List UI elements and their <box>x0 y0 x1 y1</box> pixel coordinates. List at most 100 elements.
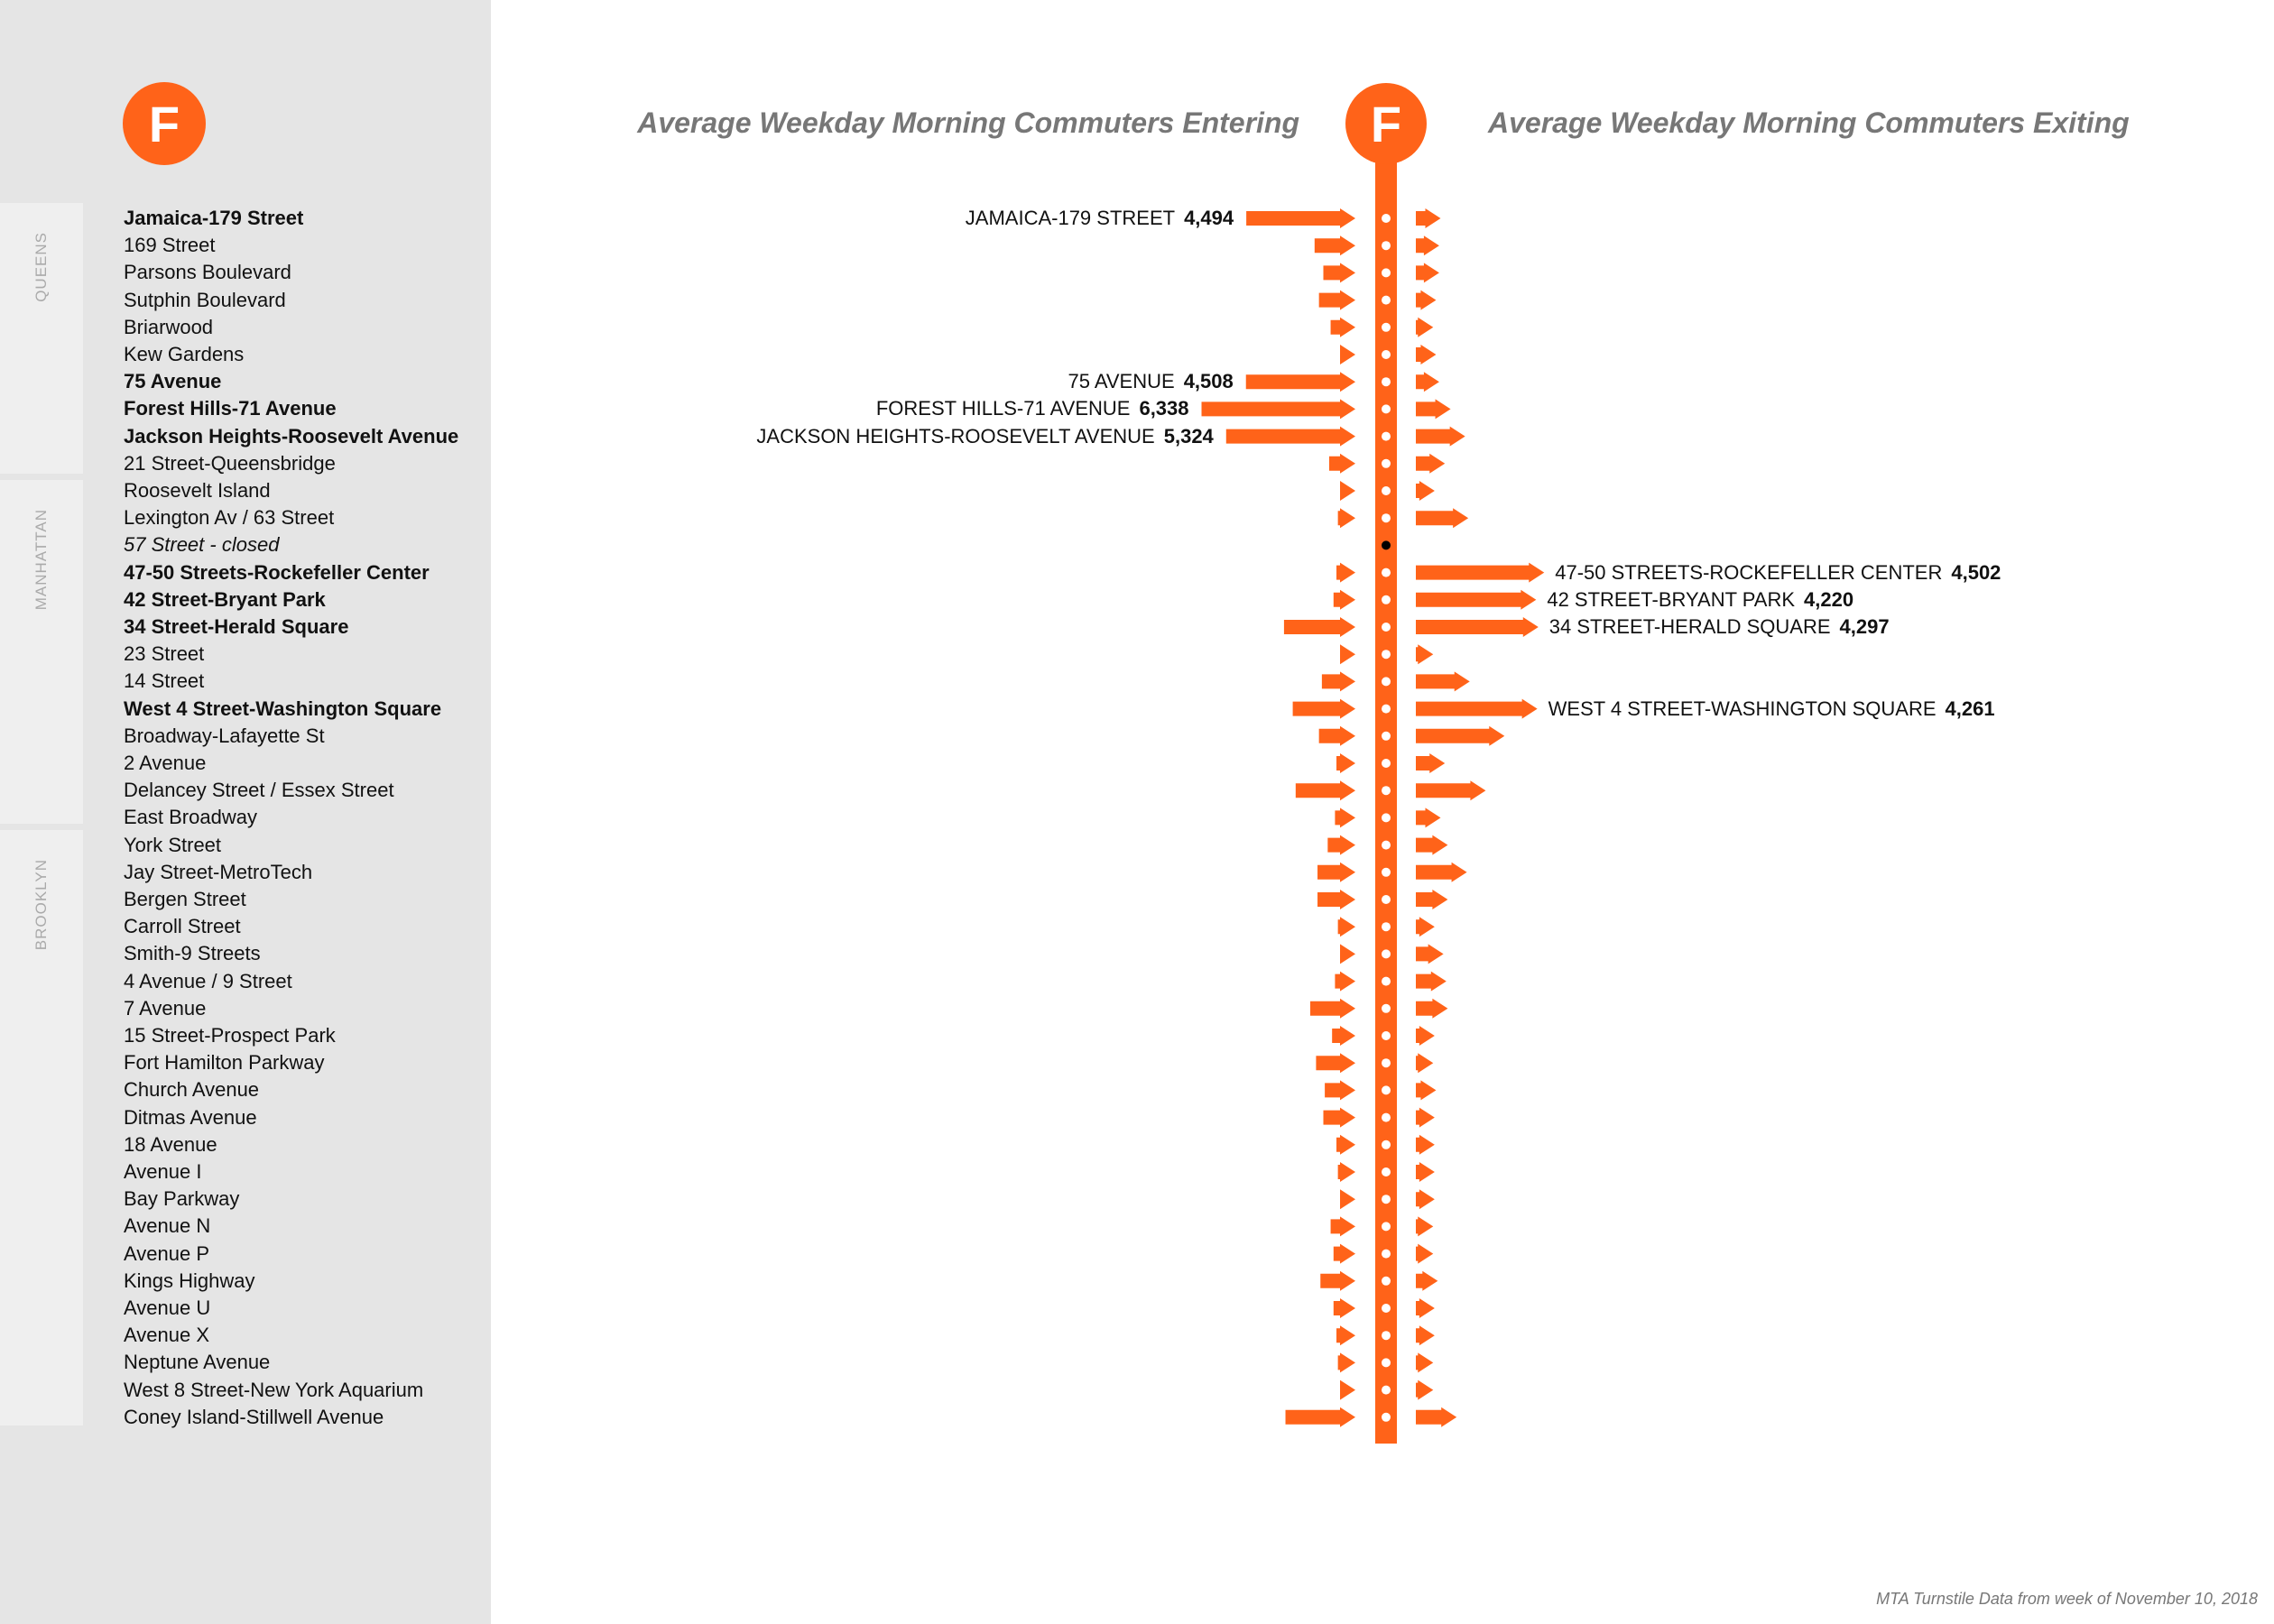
exiting-arrow <box>1416 1298 1435 1318</box>
station-dot <box>1382 1222 1391 1232</box>
exiting-title: Average Weekday Morning Commuters Exitin… <box>1488 106 2130 139</box>
entering-arrow <box>1330 1216 1355 1237</box>
entering-arrow <box>1323 263 1355 283</box>
exiting-arrow <box>1416 753 1446 773</box>
entering-arrow <box>1336 562 1355 583</box>
station-dot <box>1382 1412 1391 1422</box>
entering-arrow <box>1335 971 1355 992</box>
entering-arrow <box>1285 1407 1355 1427</box>
entering-arrow <box>1318 725 1355 746</box>
entering-arrow <box>1337 1162 1355 1182</box>
station-dot <box>1382 241 1391 251</box>
station-name: Carroll Street <box>124 915 241 938</box>
exiting-arrow <box>1416 835 1448 855</box>
exiting-arrow <box>1416 208 1441 228</box>
station-name: York Street <box>124 833 222 856</box>
route-bullet-center-icon: F <box>1345 83 1427 164</box>
callout-value: 4,220 <box>1804 587 1854 611</box>
entering-arrow <box>1246 208 1355 228</box>
callout-value: 4,494 <box>1184 207 1234 229</box>
entering-arrow <box>1340 944 1355 964</box>
station-name: Avenue X <box>124 1324 210 1347</box>
exiting-arrow <box>1416 617 1539 637</box>
station-dot <box>1382 322 1391 332</box>
station-name: 15 Street-Prospect Park <box>124 1024 336 1047</box>
entering-arrow <box>1337 917 1355 937</box>
exiting-arrow <box>1416 1243 1434 1264</box>
borough-tab-brooklyn: BROOKLYN <box>0 830 83 1426</box>
station-list-panel: QUEENS MANHATTAN BROOKLYN F Jamaica-179 … <box>0 0 491 1624</box>
entering-arrow <box>1245 372 1355 392</box>
station-name: 4 Avenue / 9 Street <box>124 969 292 992</box>
station-dot <box>1382 895 1391 904</box>
exiting-arrow <box>1416 1134 1435 1155</box>
station-dot <box>1382 404 1391 414</box>
station-dot <box>1382 567 1391 577</box>
station-name: 18 Avenue <box>124 1132 217 1156</box>
station-dot <box>1382 867 1391 877</box>
exiting-arrow <box>1416 426 1465 447</box>
borough-tab-manhattan: MANHATTAN <box>0 480 83 824</box>
entering-arrow <box>1333 589 1355 610</box>
station-name: Bay Parkway <box>124 1187 240 1211</box>
station-dot <box>1382 1276 1391 1286</box>
entering-arrow <box>1336 1325 1355 1346</box>
exiting-arrow <box>1416 1407 1457 1427</box>
station-dot <box>1382 1112 1391 1122</box>
exiting-arrow <box>1416 508 1469 529</box>
exiting-arrow <box>1416 1026 1435 1046</box>
station-dot <box>1382 1331 1391 1341</box>
station-name: Delancey Street / Essex Street <box>124 779 394 802</box>
entering-arrow <box>1309 998 1355 1019</box>
entering-arrow <box>1337 508 1355 529</box>
station-name: 21 Street-Queensbridge <box>124 451 336 475</box>
entering-arrow <box>1325 1080 1355 1101</box>
callout-station: 47-50 STREETS-ROCKEFELLER CENTER <box>1555 560 1943 584</box>
station-dot <box>1382 295 1391 305</box>
station-name: Church Avenue <box>124 1078 260 1102</box>
station-dot <box>1382 595 1391 604</box>
entering-arrow <box>1320 1270 1355 1291</box>
station-name: Broadway-Lafayette St <box>124 724 325 747</box>
station-dot <box>1382 1385 1391 1395</box>
entering-arrow <box>1295 780 1355 801</box>
exiting-arrow <box>1416 1352 1434 1373</box>
station-dot <box>1382 677 1391 687</box>
station-dot <box>1382 731 1391 741</box>
exiting-callout: WEST 4 STREET-WASHINGTON SQUARE 4,261 <box>1548 696 1995 723</box>
station-dot <box>1382 377 1391 387</box>
station-dot <box>1382 268 1391 278</box>
station-name: 23 Street <box>124 642 205 666</box>
station-name: 42 Street-Bryant Park <box>124 587 326 611</box>
callout-value: 4,261 <box>1945 697 1995 720</box>
entering-arrow <box>1340 345 1355 364</box>
exiting-arrow <box>1416 1107 1435 1128</box>
callout-value: 6,338 <box>1139 397 1189 420</box>
exiting-callout: 42 STREET-BRYANT PARK 4,220 <box>1547 586 1853 614</box>
station-name: 7 Avenue <box>124 996 207 1020</box>
station-dot <box>1382 786 1391 796</box>
station-name: Parsons Boulevard <box>124 261 291 284</box>
station-name: Coney Island-Stillwell Avenue <box>124 1405 384 1428</box>
station-name: 57 Street - closed <box>124 533 280 557</box>
callout-value: 4,297 <box>1839 615 1890 638</box>
exiting-arrow <box>1416 263 1439 283</box>
route-bullet-icon: F <box>123 82 206 165</box>
station-name: Lexington Av / 63 Street <box>124 506 335 530</box>
entering-arrow <box>1332 1026 1355 1046</box>
entering-arrow <box>1335 807 1355 828</box>
entering-arrow <box>1340 1189 1355 1210</box>
exiting-arrow <box>1416 562 1545 583</box>
station-name: Avenue I <box>124 1160 202 1183</box>
source-note: MTA Turnstile Data from week of November… <box>1876 1590 2258 1608</box>
exiting-arrow <box>1416 481 1435 501</box>
entering-arrow <box>1317 862 1355 882</box>
station-name: 34 Street-Herald Square <box>124 615 349 638</box>
entering-arrow <box>1333 1298 1355 1318</box>
station-name: West 4 Street-Washington Square <box>124 697 442 720</box>
station-name: Avenue P <box>124 1241 210 1265</box>
station-name: Avenue N <box>124 1214 211 1238</box>
station-dot <box>1382 759 1391 768</box>
exiting-arrow <box>1416 1379 1434 1400</box>
